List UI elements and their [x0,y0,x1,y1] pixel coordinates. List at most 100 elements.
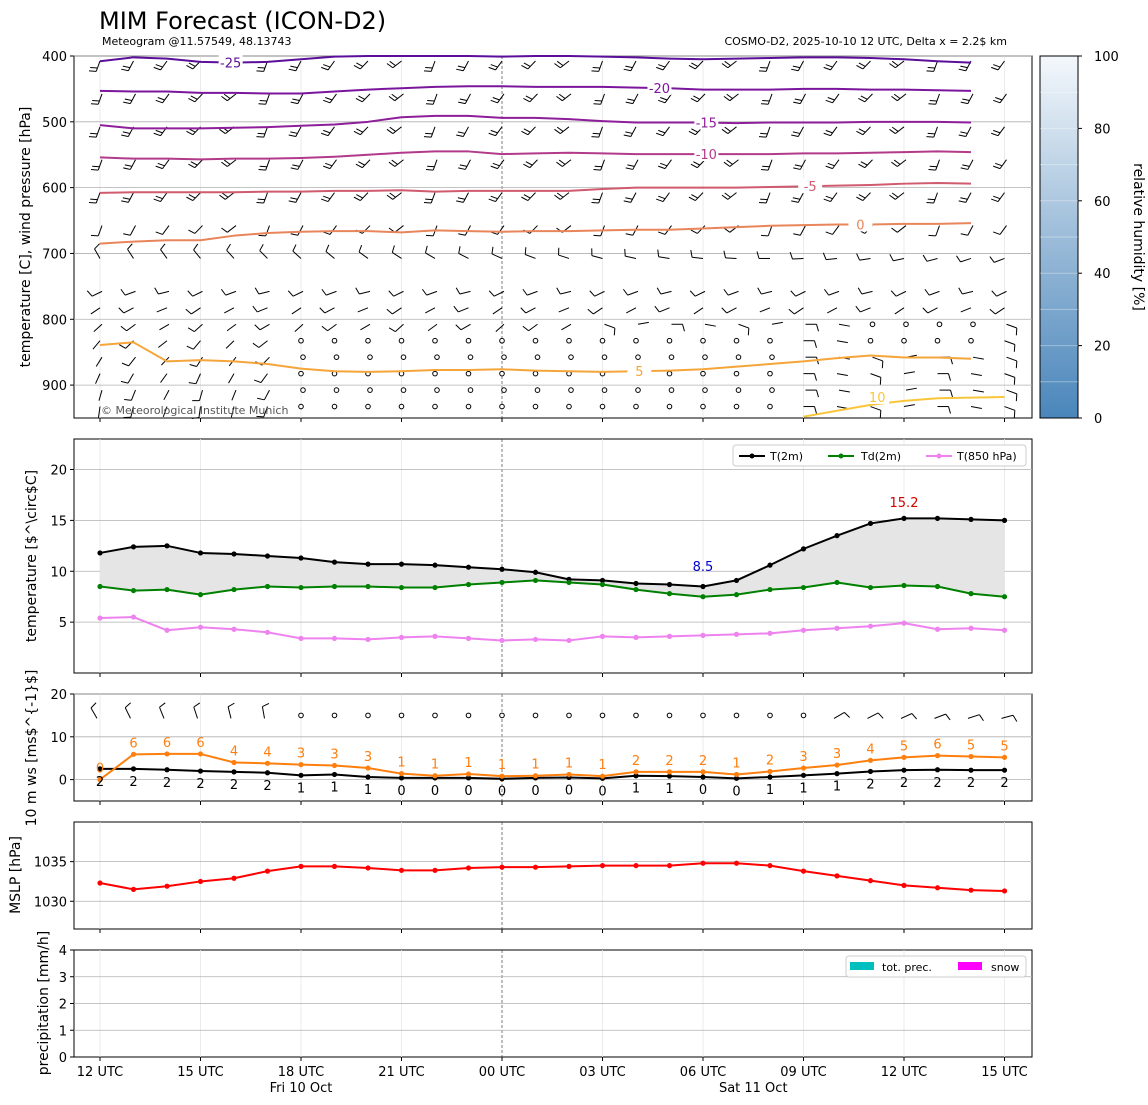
calm-wind-ring [467,354,474,360]
wind-barb-staff [160,60,168,71]
series-t850hpa-point [532,636,539,643]
wind-barb-staff [124,290,136,296]
calm-wind-ring [499,403,505,410]
wind-barb-feather [924,288,930,296]
calm-wind-ring [432,403,438,410]
series-gusts-point [298,762,304,768]
series-mslp-point [499,864,505,870]
wind-barb-feather [926,201,934,204]
wind-barb-feather [120,288,126,296]
legend-marker-td2m [838,453,844,459]
wind-barb-feather [257,397,265,401]
series-gusts-point [499,773,505,779]
series-gusts-point [934,753,941,759]
calm-wind-ring [566,337,572,344]
wind-barb-staff [792,257,804,260]
wind-barb-staff [194,225,203,234]
series-t2m-point [666,581,673,588]
wind-barb-staff [827,307,838,314]
wind-barb-feather [90,132,98,135]
upper-air-yticks: 400 500 600 700 800 900 [42,50,74,394]
wind-barb-staff [765,126,771,138]
y-tick-label: 400 [42,50,67,65]
colorbar-label: relative humidity [%] [1130,163,1146,311]
speed-value-label: 0 [598,784,606,799]
series-gusts-point [666,769,673,775]
wind-barb-feather [491,246,494,255]
wind-barb-staff [562,93,572,102]
wind-barb-staff [895,290,907,297]
series-t850hpa-point [901,620,907,626]
wind-barb-staff [361,159,371,168]
wind-barb-staff [1006,356,1018,362]
wind-barb-feather [323,64,331,68]
gust-value-label: 3 [330,747,338,762]
wind-barb-staff [860,307,871,313]
wind-barb-staff [160,192,168,202]
wind-barb-feather [355,97,363,103]
y-tick-label: 800 [42,313,67,328]
series-td2m-point [264,583,271,590]
series-td2m-point [834,579,840,586]
wind-barb-feather [891,227,898,233]
wind-barb-staff [967,225,974,236]
series-td2m-point [1001,594,1008,600]
y-tick-label: 4 [59,944,67,959]
wind-barb-feather [88,136,97,138]
wind-barb-staff [160,373,168,383]
wind-barb-feather [658,195,666,200]
wind-barb-feather [187,327,195,333]
series-wind-speed-point [934,767,941,773]
wind-barb-feather [1015,327,1018,336]
wind-barb-feather [187,290,193,297]
series-t850hpa [99,616,1005,642]
wind-barb-feather [123,167,131,170]
series-t850hpa-point [264,629,271,635]
wind-barb-feather [90,234,99,237]
wind-barb-staff [123,307,134,314]
wind-barb-staff [838,323,850,327]
series-t850hpa-point [800,627,807,633]
wind-barb-feather [656,287,662,295]
calm-wind-ring [702,354,708,360]
wind-barb-feather [425,132,433,135]
wind-barb-feather [1013,377,1016,385]
wind-barb-feather [594,165,602,168]
series-t2m-point [767,562,773,568]
series-mslp-point [130,886,137,892]
model-run-subtitle: COSMO-D2, 2025-10-10 12 UTC, Delta x = 2… [724,35,1007,48]
wind-barb-feather [191,416,200,419]
isotherm--15 [99,114,972,130]
series-mslp-point [1001,888,1008,894]
wind-barb-feather [258,169,266,171]
wind-barb-feather [591,70,599,72]
wind-barb-feather [227,702,235,708]
wind-barb-staff [462,126,469,137]
wind-barb-feather [323,99,331,104]
wind-barb-feather [658,99,666,104]
wind-barb-staff [659,307,670,313]
wind-barb-feather [256,70,264,72]
gust-value-label: 2 [699,754,707,769]
x-tick-label: 03 UTC [579,1065,625,1080]
wind-barb-feather [355,287,360,295]
series-gusts-point [800,765,807,771]
series-gusts-point [97,777,103,783]
wind-barb-staff [359,60,369,70]
gust-value-label: 3 [297,747,305,762]
wind-barb-staff [129,159,136,170]
calm-wind-ring [767,403,773,410]
series-t2m-point [164,543,170,549]
series-td2m-point [398,584,405,591]
calm-wind-ring [534,354,541,360]
wind-barb-staff [830,126,838,137]
wind-barb-feather [721,128,729,134]
wind-barb-feather [323,165,331,170]
calm-wind-ring [769,387,775,393]
calm-wind-ring [300,387,306,393]
x-tick-label: 06 UTC [680,1065,726,1080]
calm-wind-ring [501,354,507,360]
series-td2m-point [633,586,639,593]
calm-wind-ring [901,337,907,344]
calm-wind-ring [465,403,472,410]
